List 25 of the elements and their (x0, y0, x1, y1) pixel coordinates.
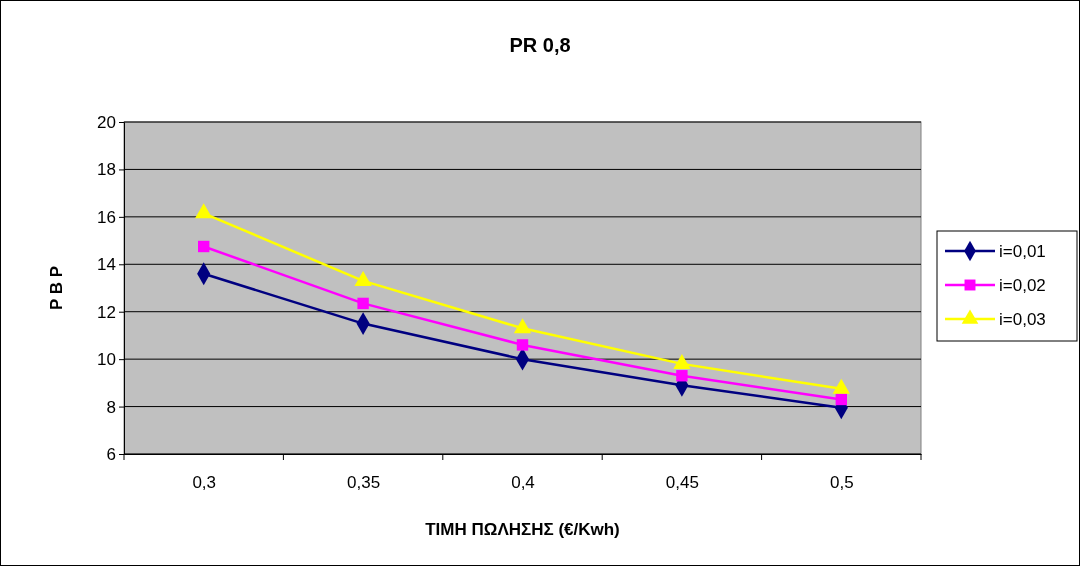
x-tick-label: 0,35 (347, 473, 381, 493)
chart-title: PR 0,8 (509, 34, 571, 56)
y-tick-label: 6 (106, 444, 116, 464)
y-tick-label: 20 (97, 112, 116, 132)
legend-label: i=0,02 (999, 276, 1046, 295)
point (516, 339, 529, 351)
legend-label: i=0,03 (999, 310, 1046, 329)
x-tick-label: 0,45 (665, 473, 699, 493)
y-tick-label: 12 (97, 302, 116, 322)
y-tick-label: 10 (97, 350, 116, 370)
y-tick-label: 16 (97, 207, 116, 227)
x-tick-label: 0,3 (192, 473, 217, 493)
y-tick-label: 8 (106, 397, 116, 417)
y-tick-label: 14 (97, 255, 116, 275)
point (357, 297, 369, 310)
point (676, 370, 688, 382)
x-axis-title: ΤΙΜΗ ΠΩΛΗΣΗΣ (€/Kwh) (425, 520, 620, 539)
y-axis-title: P B P (47, 265, 66, 311)
point (198, 240, 210, 253)
x-tick-label: 0,4 (511, 473, 535, 493)
point (195, 203, 213, 219)
y-tick-label: 18 (97, 160, 116, 180)
point (835, 393, 847, 406)
legend-label: i=0,01 (999, 242, 1046, 261)
x-tick-label: 0,5 (829, 473, 854, 493)
